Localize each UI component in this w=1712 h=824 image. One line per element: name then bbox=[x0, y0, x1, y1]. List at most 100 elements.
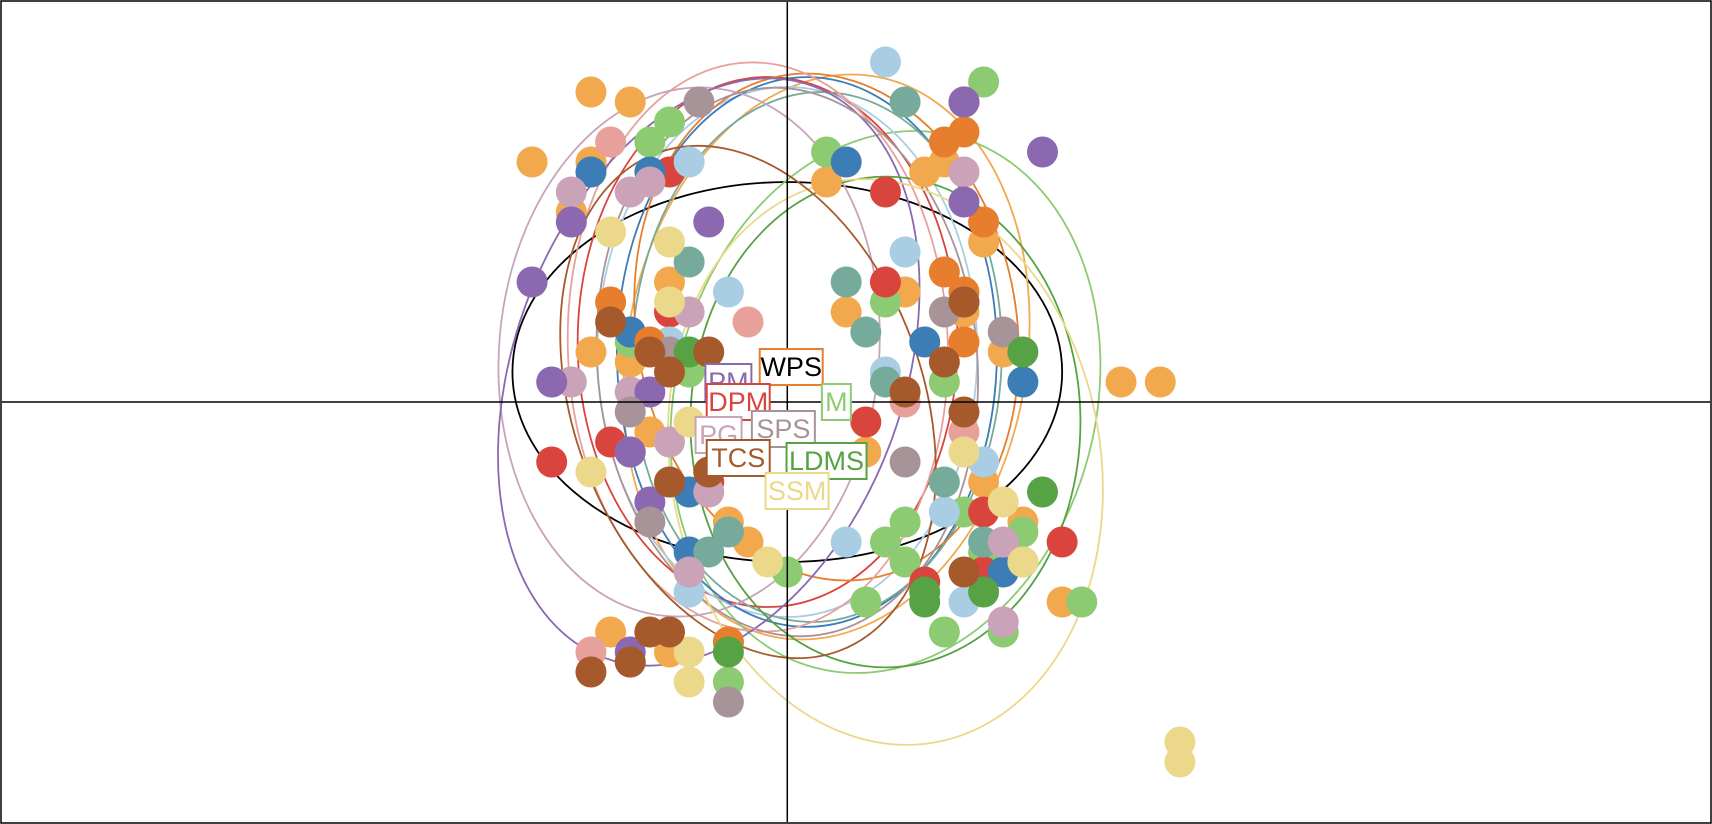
point-darkorange-1 bbox=[928, 126, 960, 158]
point-purple-1 bbox=[516, 266, 548, 298]
point-teal-2 bbox=[850, 316, 882, 348]
point-yellow-11 bbox=[673, 666, 705, 698]
point-teal-3 bbox=[673, 246, 705, 278]
point-rose-0 bbox=[555, 176, 587, 208]
point-teal-5 bbox=[712, 516, 744, 548]
point-brown-3 bbox=[693, 336, 725, 368]
point-green-18 bbox=[1066, 586, 1098, 618]
point-brown-4 bbox=[653, 466, 685, 498]
point-brown-2 bbox=[653, 356, 685, 388]
point-orange-21 bbox=[595, 616, 627, 648]
point-brown-13 bbox=[948, 556, 980, 588]
point-rose-9 bbox=[987, 526, 1019, 558]
point-brown-7 bbox=[653, 616, 685, 648]
label-wps: WPS bbox=[758, 348, 824, 386]
point-yellow-5 bbox=[673, 636, 705, 668]
point-rose-8 bbox=[673, 556, 705, 588]
point-red-1 bbox=[869, 176, 901, 208]
point-orange-24 bbox=[1144, 366, 1176, 398]
point-purple-12 bbox=[693, 206, 725, 238]
point-mauve-6 bbox=[889, 446, 921, 478]
point-green-8 bbox=[869, 526, 901, 558]
point-purple-8 bbox=[948, 86, 980, 118]
point-orange-0 bbox=[575, 76, 607, 108]
point-darkgreen-5 bbox=[712, 636, 744, 668]
point-yellow-12 bbox=[653, 226, 685, 258]
point-brown-9 bbox=[575, 656, 607, 688]
point-teal-6 bbox=[928, 466, 960, 498]
label-box-tcs bbox=[705, 439, 771, 477]
point-red-3 bbox=[869, 266, 901, 298]
point-purple-0 bbox=[555, 206, 587, 238]
label-text-tcs: TCS bbox=[711, 443, 765, 473]
point-green-7 bbox=[889, 506, 921, 538]
point-orange-23 bbox=[1105, 366, 1137, 398]
point-purple-3 bbox=[634, 376, 666, 408]
point-lightblue-0 bbox=[869, 46, 901, 78]
point-teal-4 bbox=[693, 536, 725, 568]
point-purple-10 bbox=[948, 186, 980, 218]
point-lightblue-4 bbox=[889, 236, 921, 268]
point-lightblue-1 bbox=[673, 146, 705, 178]
point-orange-4 bbox=[811, 166, 843, 198]
point-darkgreen-1 bbox=[1027, 476, 1059, 508]
point-darkgreen-6 bbox=[909, 576, 941, 608]
point-brown-0 bbox=[595, 306, 627, 338]
point-red-5 bbox=[850, 406, 882, 438]
label-text-ssm: SSM bbox=[768, 476, 827, 506]
point-green-9 bbox=[889, 546, 921, 578]
label-box-ssm bbox=[764, 472, 830, 510]
point-brown-1 bbox=[634, 336, 666, 368]
point-yellow-4 bbox=[752, 546, 784, 578]
point-lightblue-9 bbox=[928, 496, 960, 528]
point-mauve-3 bbox=[712, 686, 744, 718]
label-box-m bbox=[820, 383, 852, 421]
label-m: M bbox=[820, 383, 852, 421]
label-text-ldms: LDMS bbox=[789, 446, 864, 476]
point-rose-11 bbox=[948, 156, 980, 188]
data-points bbox=[516, 46, 1196, 778]
point-mauve-1 bbox=[614, 396, 646, 428]
point-orange-9 bbox=[575, 336, 607, 368]
point-darkgreen-0 bbox=[1007, 336, 1039, 368]
point-darkorange-8 bbox=[968, 206, 1000, 238]
point-purple-2 bbox=[536, 366, 568, 398]
point-brown-11 bbox=[928, 346, 960, 378]
point-mauve-5 bbox=[987, 316, 1019, 348]
point-mauve-0 bbox=[683, 86, 715, 118]
label-tcs: TCS bbox=[705, 439, 771, 477]
point-yellow-10 bbox=[948, 436, 980, 468]
point-brown-8 bbox=[614, 646, 646, 678]
point-brown-12 bbox=[948, 396, 980, 428]
point-red-9 bbox=[1046, 526, 1078, 558]
point-rose-10 bbox=[987, 606, 1019, 638]
point-orange-1 bbox=[614, 86, 646, 118]
point-mauve-2 bbox=[634, 506, 666, 538]
point-teal-1 bbox=[830, 266, 862, 298]
point-brown-10 bbox=[889, 376, 921, 408]
point-orange-8 bbox=[830, 296, 862, 328]
label-text-wps: WPS bbox=[760, 352, 822, 382]
point-green-3 bbox=[968, 66, 1000, 98]
point-rose-6 bbox=[653, 426, 685, 458]
point-darkblue-7 bbox=[1007, 366, 1039, 398]
label-ssm: SSM bbox=[764, 472, 830, 510]
point-pink-0 bbox=[595, 126, 627, 158]
point-darkorange-4 bbox=[928, 256, 960, 288]
point-darkorange-7 bbox=[948, 326, 980, 358]
point-rose-2 bbox=[634, 166, 666, 198]
point-green-1 bbox=[634, 126, 666, 158]
point-purple-4 bbox=[614, 436, 646, 468]
point-lightblue-2 bbox=[712, 276, 744, 308]
point-darkblue-3 bbox=[909, 326, 941, 358]
label-box-wps bbox=[758, 348, 824, 386]
point-purple-9 bbox=[1027, 136, 1059, 168]
point-green-15 bbox=[928, 616, 960, 648]
point-lightblue-7 bbox=[830, 526, 862, 558]
label-text-m: M bbox=[825, 387, 848, 417]
point-yellow-6 bbox=[987, 486, 1019, 518]
point-yellow-3 bbox=[575, 456, 607, 488]
point-darkblue-2 bbox=[830, 146, 862, 178]
